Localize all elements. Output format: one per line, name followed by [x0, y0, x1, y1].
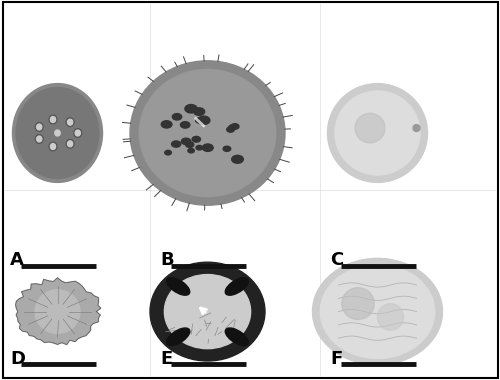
Ellipse shape [320, 265, 434, 358]
Ellipse shape [196, 118, 203, 123]
Ellipse shape [226, 127, 234, 132]
Ellipse shape [226, 328, 248, 345]
Ellipse shape [12, 84, 102, 182]
Text: E: E [160, 350, 172, 368]
Text: C: C [330, 251, 343, 269]
Ellipse shape [232, 155, 243, 163]
Ellipse shape [35, 290, 80, 334]
Text: F: F [330, 350, 342, 368]
Ellipse shape [196, 146, 202, 150]
FancyBboxPatch shape [320, 179, 495, 376]
Text: D: D [10, 350, 25, 368]
Polygon shape [16, 278, 101, 345]
Ellipse shape [68, 119, 73, 125]
Ellipse shape [342, 288, 374, 320]
Ellipse shape [16, 87, 99, 179]
Ellipse shape [182, 138, 191, 144]
Ellipse shape [166, 328, 190, 345]
Ellipse shape [150, 262, 265, 361]
Ellipse shape [162, 121, 172, 128]
Text: B: B [160, 251, 173, 269]
Ellipse shape [75, 130, 80, 136]
Ellipse shape [185, 105, 197, 113]
Ellipse shape [140, 70, 276, 196]
Ellipse shape [165, 150, 172, 155]
Ellipse shape [312, 258, 442, 365]
Ellipse shape [413, 125, 420, 131]
Ellipse shape [172, 114, 182, 120]
Ellipse shape [198, 116, 210, 125]
Ellipse shape [229, 125, 235, 130]
Text: A: A [10, 251, 24, 269]
Ellipse shape [192, 136, 200, 142]
FancyBboxPatch shape [150, 179, 320, 376]
FancyBboxPatch shape [5, 11, 150, 179]
Ellipse shape [202, 144, 213, 151]
FancyBboxPatch shape [320, 11, 495, 179]
Ellipse shape [172, 141, 180, 147]
Ellipse shape [226, 278, 248, 295]
Ellipse shape [378, 304, 404, 330]
Ellipse shape [130, 61, 285, 205]
Ellipse shape [36, 124, 42, 130]
Ellipse shape [186, 142, 194, 147]
Ellipse shape [194, 108, 204, 116]
Ellipse shape [55, 130, 60, 136]
Ellipse shape [50, 144, 56, 149]
FancyBboxPatch shape [5, 179, 150, 376]
Ellipse shape [50, 117, 56, 122]
Ellipse shape [223, 146, 230, 151]
Ellipse shape [355, 113, 385, 143]
Ellipse shape [231, 124, 239, 129]
Ellipse shape [68, 141, 73, 147]
Ellipse shape [166, 278, 190, 295]
Ellipse shape [328, 84, 428, 182]
Ellipse shape [36, 136, 42, 142]
Ellipse shape [335, 91, 420, 175]
Ellipse shape [180, 122, 190, 128]
Ellipse shape [188, 149, 194, 153]
FancyBboxPatch shape [150, 11, 320, 179]
Ellipse shape [164, 274, 250, 349]
